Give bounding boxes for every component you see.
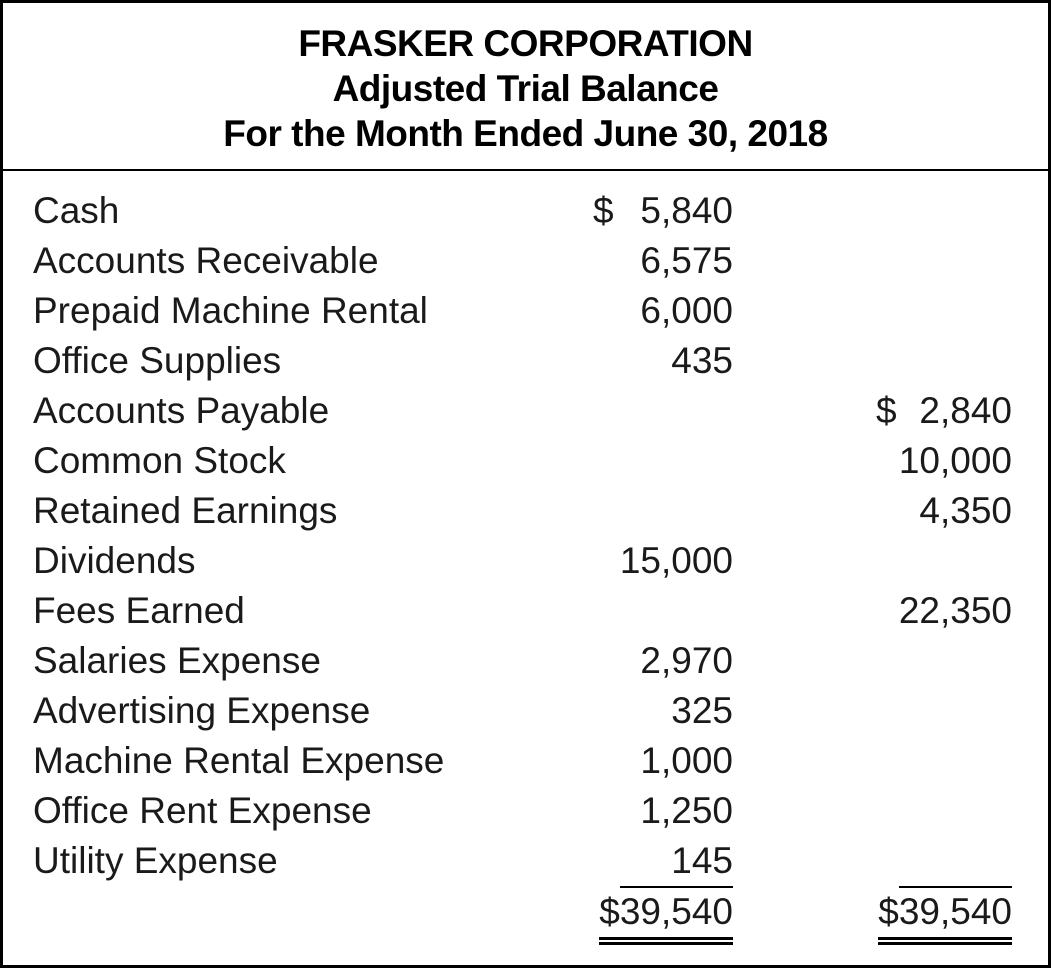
account-name: Prepaid Machine Rental — [33, 290, 428, 331]
debit-value: 5,840 — [640, 190, 733, 231]
debit-value: 145 — [671, 840, 733, 881]
dollar-sign: $ — [876, 390, 897, 431]
debit-amount: 2,970 — [593, 640, 733, 682]
dollar-sign: $ — [878, 891, 899, 932]
table-row: Fees Earned 22,350 — [33, 586, 1012, 636]
total-credit-amount: $39,540 — [878, 886, 1012, 945]
debit-amount: 145 — [593, 840, 733, 882]
credit-value: 10,000 — [898, 440, 1012, 481]
dollar-sign: $ — [599, 891, 620, 932]
credit-amount: 22,350 — [876, 590, 1012, 632]
debit-value: 325 — [671, 690, 733, 731]
account-name: Machine Rental Expense — [33, 740, 445, 781]
debit-amount: 6,575 — [593, 240, 733, 282]
total-debit-value: 39,540 — [619, 886, 733, 933]
debit-amount: $5,840 — [593, 190, 733, 232]
debit-amount: 1,000 — [593, 740, 733, 782]
table-row: Accounts Payable $2,840 — [33, 386, 1012, 436]
account-name: Office Rent Expense — [33, 790, 372, 831]
debit-value: 6,575 — [640, 240, 733, 281]
debit-amount: 435 — [593, 340, 733, 382]
table-row: Accounts Receivable 6,575 — [33, 236, 1012, 286]
total-debit: $39,540 — [593, 886, 733, 945]
table-row: Common Stock 10,000 — [33, 436, 1012, 486]
account-name: Accounts Payable — [33, 390, 330, 431]
debit-amount: 325 — [593, 690, 733, 732]
debit-value: 2,970 — [640, 640, 733, 681]
company-name: FRASKER CORPORATION — [298, 23, 753, 64]
table-row: Dividends 15,000 — [33, 536, 1012, 586]
table-row: Office Rent Expense 1,250 — [33, 786, 1012, 836]
total-debit-amount: $39,540 — [599, 886, 733, 945]
dollar-sign: $ — [593, 190, 614, 231]
table-row: Cash $5,840 — [33, 186, 1012, 236]
debit-amount: 6,000 — [593, 290, 733, 332]
account-name: Office Supplies — [33, 340, 282, 381]
debit-value: 435 — [671, 340, 733, 381]
table-row: Prepaid Machine Rental 6,000 — [33, 286, 1012, 336]
account-name: Dividends — [33, 540, 196, 581]
table-row: Advertising Expense 325 — [33, 686, 1012, 736]
table-row: Retained Earnings 4,350 — [33, 486, 1012, 536]
account-name: Common Stock — [33, 440, 286, 481]
account-name: Accounts Receivable — [33, 240, 379, 281]
credit-amount: $2,840 — [876, 390, 1012, 432]
account-name: Salaries Expense — [33, 640, 321, 681]
credit-value: 4,350 — [919, 490, 1012, 531]
credit-value: 22,350 — [898, 590, 1012, 631]
account-name: Cash — [33, 190, 120, 231]
total-credit-value: 39,540 — [898, 886, 1012, 933]
table-row: Office Supplies 435 — [33, 336, 1012, 386]
credit-amount: 4,350 — [876, 490, 1012, 532]
debit-value: 15,000 — [619, 540, 733, 581]
account-name: Retained Earnings — [33, 490, 338, 531]
debit-amount: 15,000 — [593, 540, 733, 582]
totals-row: $39,540 $39,540 — [33, 886, 1012, 945]
account-name: Utility Expense — [33, 840, 278, 881]
table-row: Salaries Expense 2,970 — [33, 636, 1012, 686]
statement-header: FRASKER CORPORATION Adjusted Trial Balan… — [3, 3, 1048, 171]
debit-amount: 1,250 — [593, 790, 733, 832]
total-credit: $39,540 — [876, 886, 1012, 945]
report-period: For the Month Ended June 30, 2018 — [223, 113, 828, 154]
account-name: Fees Earned — [33, 590, 245, 631]
account-name: Advertising Expense — [33, 690, 371, 731]
trial-balance-table: Cash $5,840 Accounts Receivable 6,575 Pr… — [3, 171, 1048, 945]
report-title: Adjusted Trial Balance — [332, 68, 719, 109]
table-row: Machine Rental Expense 1,000 — [33, 736, 1012, 786]
debit-value: 6,000 — [640, 290, 733, 331]
debit-value: 1,000 — [640, 740, 733, 781]
credit-amount: 10,000 — [876, 440, 1012, 482]
debit-value: 1,250 — [640, 790, 733, 831]
table-row: Utility Expense 145 — [33, 836, 1012, 886]
credit-value: 2,840 — [919, 390, 1012, 431]
